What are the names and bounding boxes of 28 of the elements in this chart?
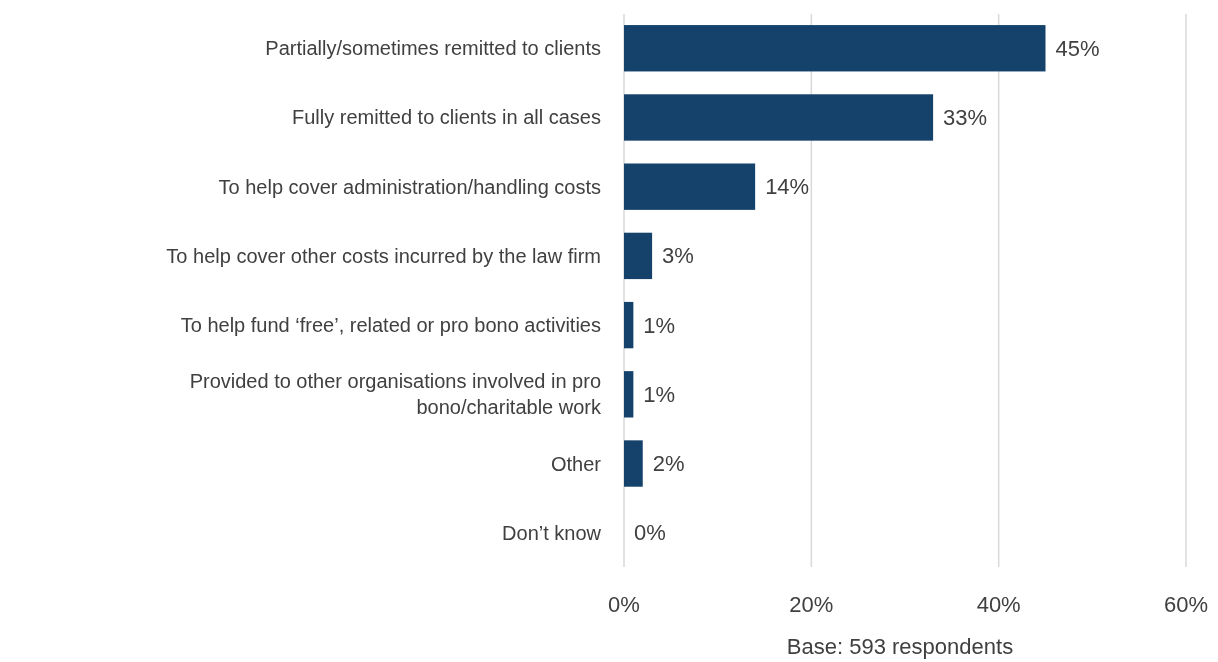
y-tick-label: Partially/sometimes remitted to clients [265,37,601,60]
bar [624,301,634,349]
x-axis-title: Base: 593 respondents [786,633,1014,659]
bar [624,232,653,280]
data-label: 45% [1055,35,1100,61]
y-tick-label: To help cover administration/handling costs [218,175,601,198]
x-tick-label: 40% [976,591,1021,617]
y-tick-label: Provided to other organisations involved in pro bono/charitable work [189,370,602,419]
bar [624,25,1046,72]
bar [624,371,634,418]
data-label: 3% [662,243,694,269]
data-label: 1% [643,381,676,407]
bar [624,440,643,487]
y-tick-label: To help fund ‘free’, related or pro bono activities [180,314,601,337]
data-label: 33% [943,104,988,130]
data-label: 1% [643,312,676,338]
data-label: 2% [652,451,685,477]
y-tick-label: Don’t know [502,521,602,544]
x-tick-label: 0% [608,591,640,617]
y-tick-label: Fully remitted to clients in all cases [291,106,601,129]
bar [624,94,934,141]
data-label: 14% [765,174,810,200]
x-tick-label: 20% [789,591,834,617]
y-tick-label: To help cover other costs incurred by the law firm [166,244,601,267]
x-tick-label: 60% [1163,591,1209,617]
y-tick-label: Other [550,452,602,475]
data-label: 0% [634,520,666,546]
bar [624,163,756,210]
